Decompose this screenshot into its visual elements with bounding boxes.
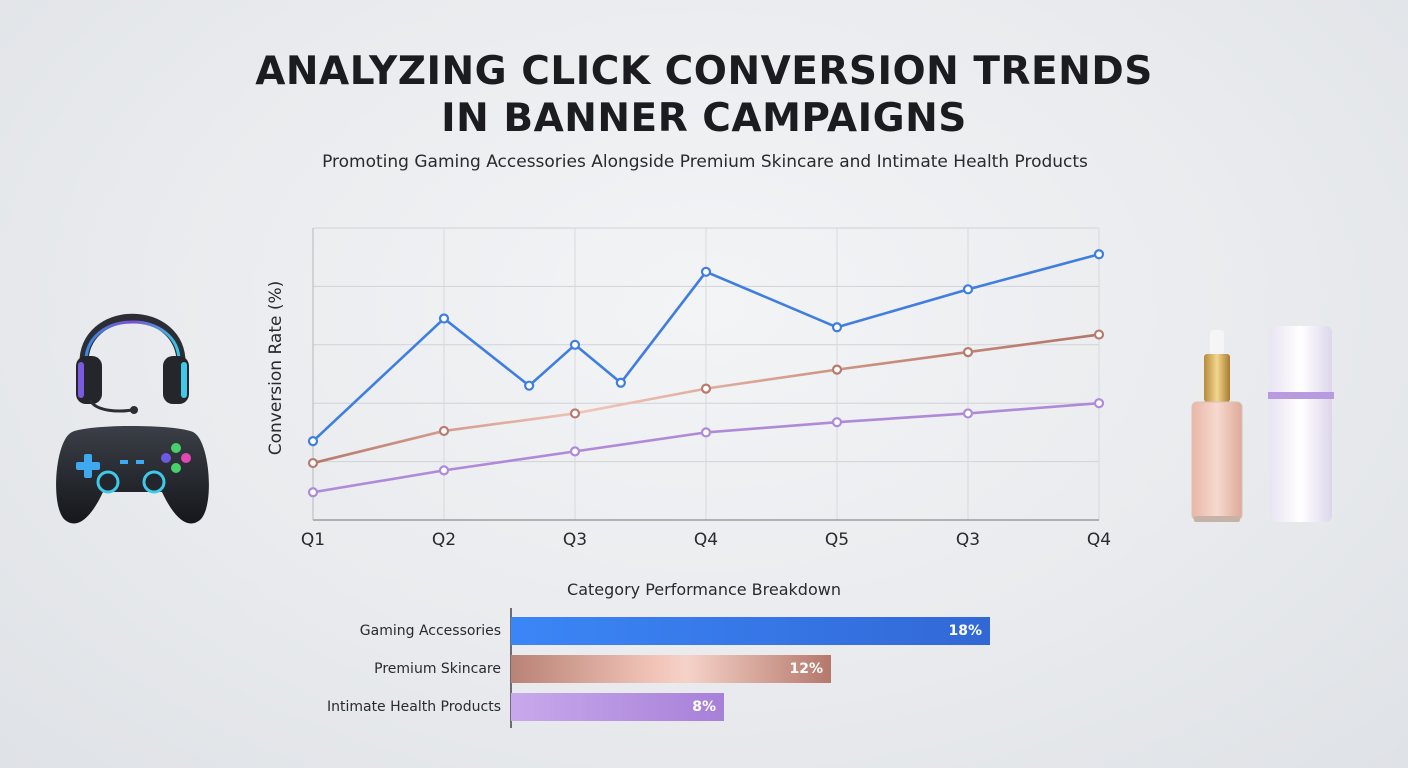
x-tick-label: Q4 xyxy=(1087,530,1111,550)
x-tick-label: Q3 xyxy=(956,530,980,550)
data-point xyxy=(569,408,581,419)
title-line-2: IN BANNER CAMPAIGNS xyxy=(441,96,967,141)
data-point xyxy=(831,322,843,333)
data-point xyxy=(438,313,450,324)
bar-value-label: 12% xyxy=(789,661,823,677)
x-tick-label: Q5 xyxy=(825,530,849,550)
skincare-illustration xyxy=(1191,326,1334,522)
x-tick-label: Q3 xyxy=(563,530,587,550)
gaming-illustration xyxy=(56,313,209,524)
data-point xyxy=(700,383,712,394)
data-point xyxy=(569,339,581,350)
bar-intimate-health-products: 8% xyxy=(511,693,724,721)
data-point xyxy=(831,364,843,375)
data-point xyxy=(307,487,319,498)
data-point xyxy=(962,347,974,358)
bar-label: Premium Skincare xyxy=(374,661,501,677)
serum-bottle-icon xyxy=(1191,330,1243,522)
x-tick-label: Q2 xyxy=(432,530,456,550)
data-point xyxy=(438,465,450,476)
bar-label: Gaming Accessories xyxy=(359,623,501,639)
headset-icon xyxy=(76,313,189,414)
data-point xyxy=(700,266,712,277)
x-tick-label: Q4 xyxy=(694,530,718,550)
data-point xyxy=(569,446,581,457)
x-tick-label: Q1 xyxy=(301,530,325,550)
bar-row-skincare: Premium Skincare 12% xyxy=(0,655,1408,683)
data-point xyxy=(524,380,535,391)
y-axis-label: Conversion Rate (%) xyxy=(266,281,286,456)
data-point xyxy=(307,457,319,469)
data-point xyxy=(1093,329,1105,340)
data-point xyxy=(962,408,974,419)
title-line-1: ANALYZING CLICK CONVERSION TRENDS xyxy=(255,49,1153,94)
data-point xyxy=(615,377,626,388)
bar-label: Intimate Health Products xyxy=(326,699,501,715)
bar-value-label: 18% xyxy=(948,623,982,639)
page-title: ANALYZING CLICK CONVERSION TRENDS IN BAN… xyxy=(0,48,1408,142)
data-point xyxy=(438,425,450,437)
data-point xyxy=(962,284,974,295)
data-point xyxy=(307,436,319,447)
bar-row-gaming: Gaming Accessories 18% xyxy=(0,617,1408,645)
bar-chart-axis xyxy=(510,608,512,728)
data-point xyxy=(831,417,843,428)
game-controller-icon xyxy=(56,426,209,524)
bar-premium-skincare: 12% xyxy=(511,655,831,683)
data-point xyxy=(700,427,712,438)
bar-gaming-accessories: 18% xyxy=(511,617,990,645)
bar-chart-title: Category Performance Breakdown xyxy=(567,580,841,599)
line-chart: Conversion Rate (%) Q1 Q2 Q3 Q4 Q5 Q3 Q4 xyxy=(266,227,1111,550)
bar-value-label: 8% xyxy=(692,699,716,715)
page-subtitle: Promoting Gaming Accessories Alongside P… xyxy=(322,152,1088,172)
bar-row-intimate: Intimate Health Products 8% xyxy=(0,693,1408,721)
cream-tube-icon xyxy=(1268,326,1334,522)
data-point xyxy=(1093,398,1105,409)
data-point xyxy=(1093,249,1105,260)
